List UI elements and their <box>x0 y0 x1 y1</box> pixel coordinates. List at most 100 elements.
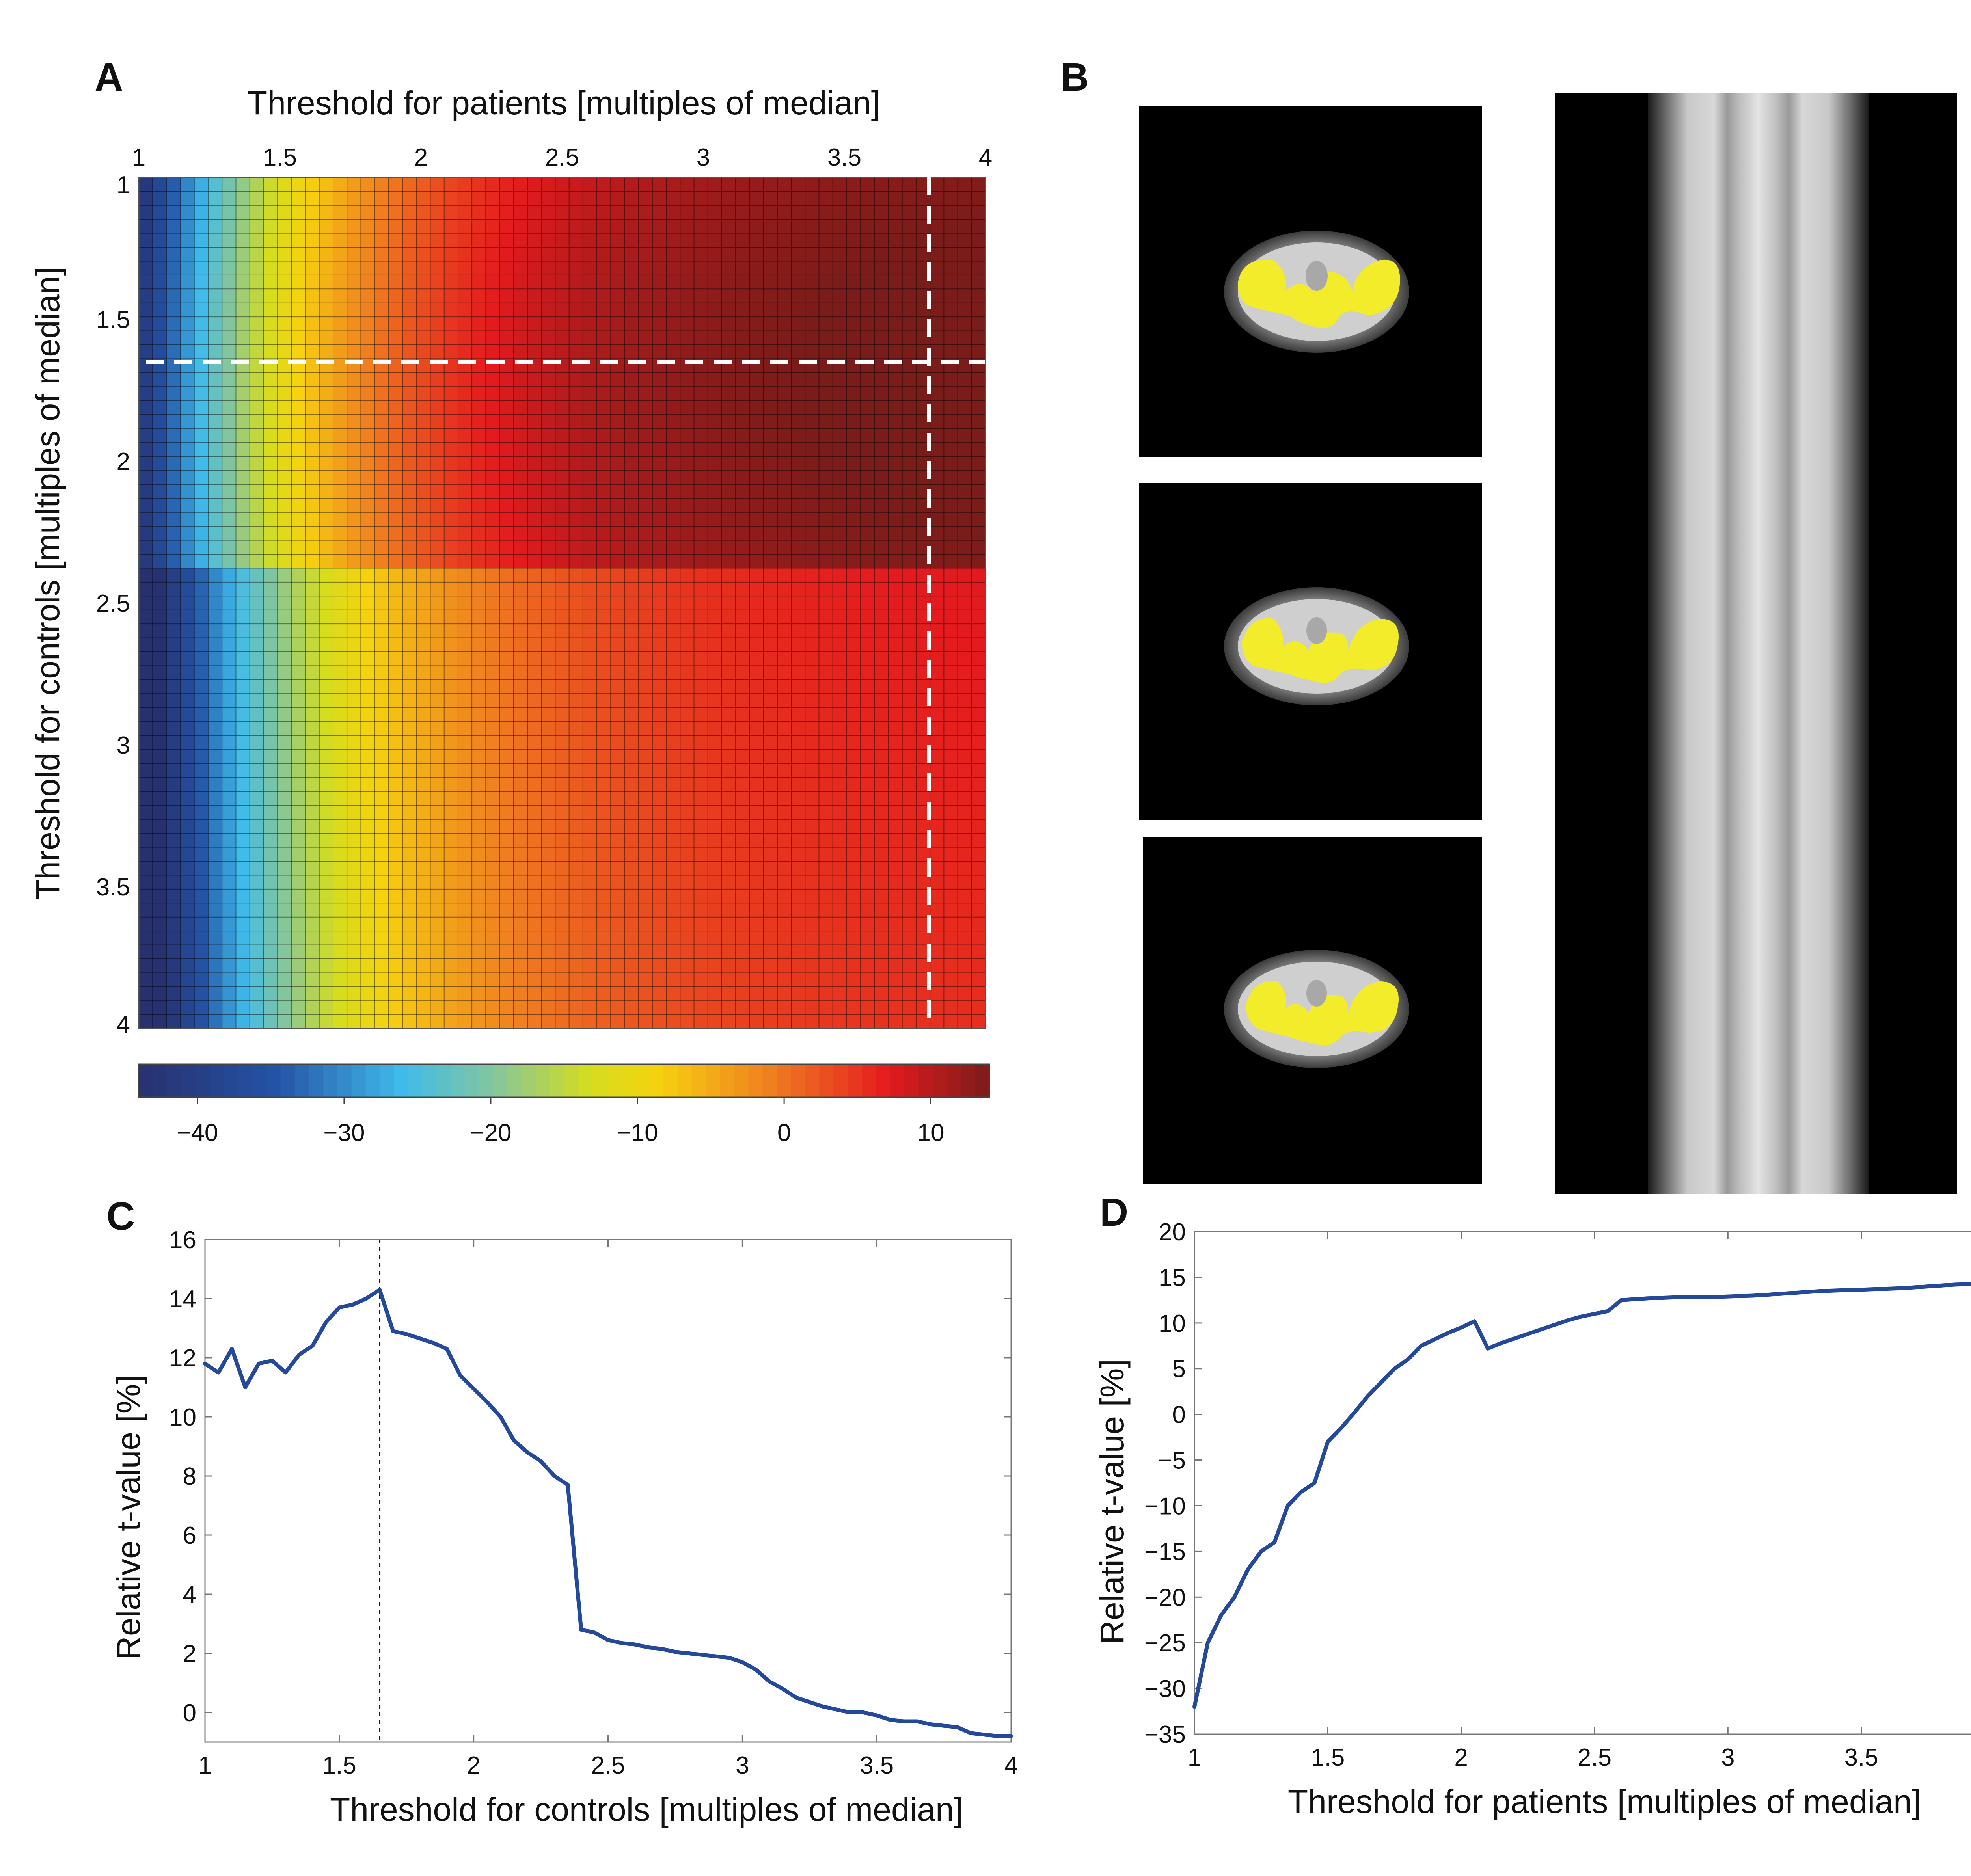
heatmap-cell <box>180 917 195 931</box>
heatmap-cell <box>263 428 278 443</box>
heatmap-cell <box>736 721 750 736</box>
heatmap-cell <box>888 889 903 903</box>
heatmap-cell <box>166 819 181 834</box>
chart-c-data-point <box>955 1725 959 1729</box>
heatmap-cell <box>569 958 583 973</box>
heatmap-cell <box>708 903 722 918</box>
heatmap-cell <box>416 596 431 610</box>
heatmap-cell <box>624 387 639 401</box>
heatmap-cell <box>902 973 917 987</box>
heatmap-cell <box>250 694 264 708</box>
heatmap-cell <box>416 638 431 652</box>
heatmap-cell <box>819 177 833 192</box>
heatmap-cell <box>749 261 764 275</box>
heatmap-cell <box>721 317 736 331</box>
heatmap-cell <box>611 331 625 345</box>
heatmap-cell <box>333 958 347 973</box>
heatmap-cell <box>708 1014 722 1029</box>
heatmap-cell <box>930 568 944 583</box>
heatmap-cell <box>333 442 347 457</box>
heatmap-cell <box>388 791 403 806</box>
heatmap-cell <box>861 875 875 890</box>
heatmap-cell <box>708 289 722 303</box>
heatmap-cell <box>971 1001 986 1015</box>
heatmap-cell <box>458 903 472 918</box>
heatmap-cell <box>583 819 597 834</box>
heatmap-cell <box>139 303 153 317</box>
heatmap-cell <box>624 470 639 485</box>
heatmap-cell <box>749 191 764 206</box>
heatmap-cell <box>374 596 389 610</box>
heatmap-cell <box>278 303 292 317</box>
heatmap-cell <box>374 889 389 903</box>
heatmap-cell <box>874 400 889 415</box>
heatmap-cell <box>388 289 403 303</box>
heatmap-cell <box>527 582 542 596</box>
heatmap-cell <box>208 344 222 359</box>
heatmap-cell <box>680 958 695 973</box>
heatmap-cell <box>763 986 778 1001</box>
heatmap-cell <box>611 777 625 792</box>
heatmap-cell <box>555 721 570 736</box>
heatmap-cell <box>222 219 237 234</box>
heatmap-cell <box>499 233 514 248</box>
heatmap-cell <box>472 400 486 415</box>
chart-d-data-point <box>1952 1282 1957 1287</box>
heatmap-cell <box>888 414 903 429</box>
heatmap-cell <box>291 986 306 1001</box>
heatmap-cell <box>430 442 445 457</box>
heatmap-cell <box>180 331 195 345</box>
heatmap-cell <box>763 554 778 569</box>
heatmap-cell <box>833 470 847 485</box>
heatmap-cell <box>791 931 805 945</box>
heatmap-cell <box>680 303 695 317</box>
heatmap-cell <box>430 973 445 987</box>
heatmap-cell <box>805 344 820 359</box>
heatmap-cell <box>777 610 792 624</box>
heatmap-cell <box>472 861 486 876</box>
heatmap-cell <box>499 707 514 722</box>
heatmap-cell <box>166 191 181 206</box>
heatmap-cell <box>846 624 861 638</box>
heatmap-cell <box>180 679 195 694</box>
heatmap-cell <box>486 261 500 275</box>
heatmap-cell <box>861 973 875 987</box>
heatmap-cell <box>971 638 986 652</box>
heatmap-cell <box>694 735 708 750</box>
heatmap-cell <box>236 931 250 945</box>
heatmap-cell <box>833 442 847 457</box>
heatmap-cell <box>444 889 458 903</box>
heatmap-cell <box>361 568 375 583</box>
heatmap-cell <box>374 833 389 848</box>
heatmap-cell <box>694 1014 708 1029</box>
heatmap-cell <box>361 331 375 345</box>
heatmap-cell <box>819 735 833 750</box>
heatmap-cell <box>361 1014 375 1029</box>
heatmap-cell <box>499 1014 514 1029</box>
heatmap-cell <box>250 707 264 722</box>
heatmap-cell <box>694 177 708 192</box>
heatmap-cell <box>652 694 667 708</box>
heatmap-cell <box>930 735 944 750</box>
heatmap-cell <box>388 219 403 234</box>
heatmap-cell <box>680 331 695 345</box>
heatmap-cell <box>291 484 306 499</box>
heatmap-cell <box>263 694 278 708</box>
heatmap-cell <box>611 707 625 722</box>
heatmap-cell <box>624 400 639 415</box>
heatmap-cell <box>721 805 736 820</box>
heatmap-cell <box>624 554 639 569</box>
heatmap-cell <box>499 721 514 736</box>
heatmap-cell <box>555 819 570 834</box>
heatmap-cell <box>180 596 195 610</box>
heatmap-cell <box>361 749 375 764</box>
heatmap-cell <box>638 303 653 317</box>
heatmap-cell <box>458 191 472 206</box>
heatmap-cell <box>846 205 861 220</box>
heatmap-cell <box>763 819 778 834</box>
heatmap-cell <box>958 931 972 945</box>
heatmap-cell <box>166 372 181 387</box>
heatmap-y-tick-label: 1 <box>117 171 130 199</box>
chart-d-y-axis-title: Relative t-value [%] <box>1094 1359 1131 1644</box>
